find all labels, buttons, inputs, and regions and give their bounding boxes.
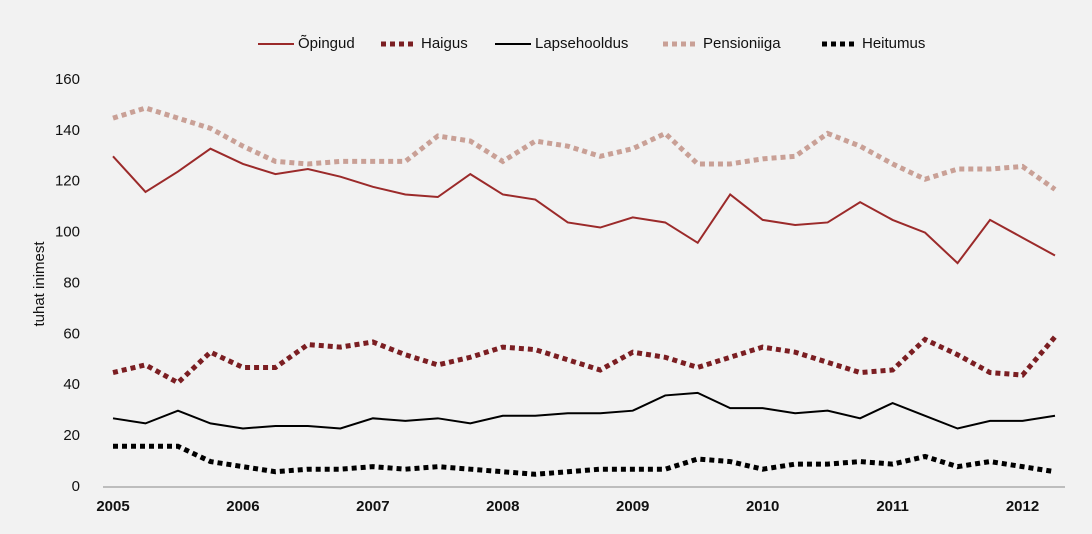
legend-label: Heitumus <box>862 35 925 52</box>
y-axis-label: tuhat inimest <box>31 241 48 327</box>
y-tick-label: 40 <box>63 376 80 393</box>
y-tick-label: 120 <box>55 173 80 190</box>
legend-label: Haigus <box>421 35 468 52</box>
x-tick-label: 2006 <box>226 498 259 515</box>
y-tick-label: 0 <box>72 478 80 495</box>
legend-label: Õpingud <box>298 35 355 52</box>
line <box>112 391 1056 430</box>
line <box>112 147 1056 265</box>
line <box>112 105 1057 192</box>
y-tick-label: 100 <box>55 224 80 241</box>
y-tick-label: 80 <box>63 274 80 291</box>
x-tick-label: 2008 <box>486 498 519 515</box>
legend-label: Lapsehooldus <box>535 35 628 52</box>
y-tick-label: 60 <box>63 325 80 342</box>
legend-label: Pensioniiga <box>703 35 781 52</box>
x-tick-label: 2011 <box>876 498 909 515</box>
x-tick-label: 2005 <box>96 498 129 515</box>
line <box>112 335 1057 386</box>
x-tick-label: 2007 <box>356 498 389 515</box>
y-tick-label: 160 <box>55 71 80 88</box>
x-tick-label: 2010 <box>746 498 779 515</box>
y-tick-label: 140 <box>55 122 80 139</box>
x-tick-label: 2009 <box>616 498 649 515</box>
y-tick-label: 20 <box>63 427 80 444</box>
line <box>113 443 1056 477</box>
x-tick-label: 2012 <box>1006 498 1039 515</box>
